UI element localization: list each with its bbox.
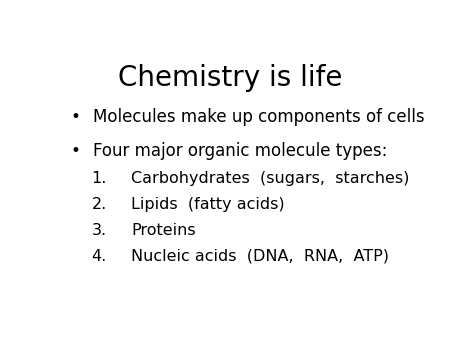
Text: Four major organic molecule types:: Four major organic molecule types:	[93, 142, 387, 160]
Text: 1.: 1.	[91, 171, 107, 186]
Text: Proteins: Proteins	[131, 223, 196, 238]
Text: Carbohydrates  (sugars,  starches): Carbohydrates (sugars, starches)	[131, 171, 410, 186]
Text: Nucleic acids  (DNA,  RNA,  ATP): Nucleic acids (DNA, RNA, ATP)	[131, 249, 389, 264]
Text: 4.: 4.	[91, 249, 107, 264]
Text: Lipids  (fatty acids): Lipids (fatty acids)	[131, 197, 285, 212]
Text: •: •	[71, 142, 81, 160]
Text: Molecules make up components of cells: Molecules make up components of cells	[93, 108, 424, 126]
Text: •: •	[71, 108, 81, 126]
Text: 2.: 2.	[91, 197, 107, 212]
Text: Chemistry is life: Chemistry is life	[118, 64, 343, 92]
Text: 3.: 3.	[92, 223, 107, 238]
